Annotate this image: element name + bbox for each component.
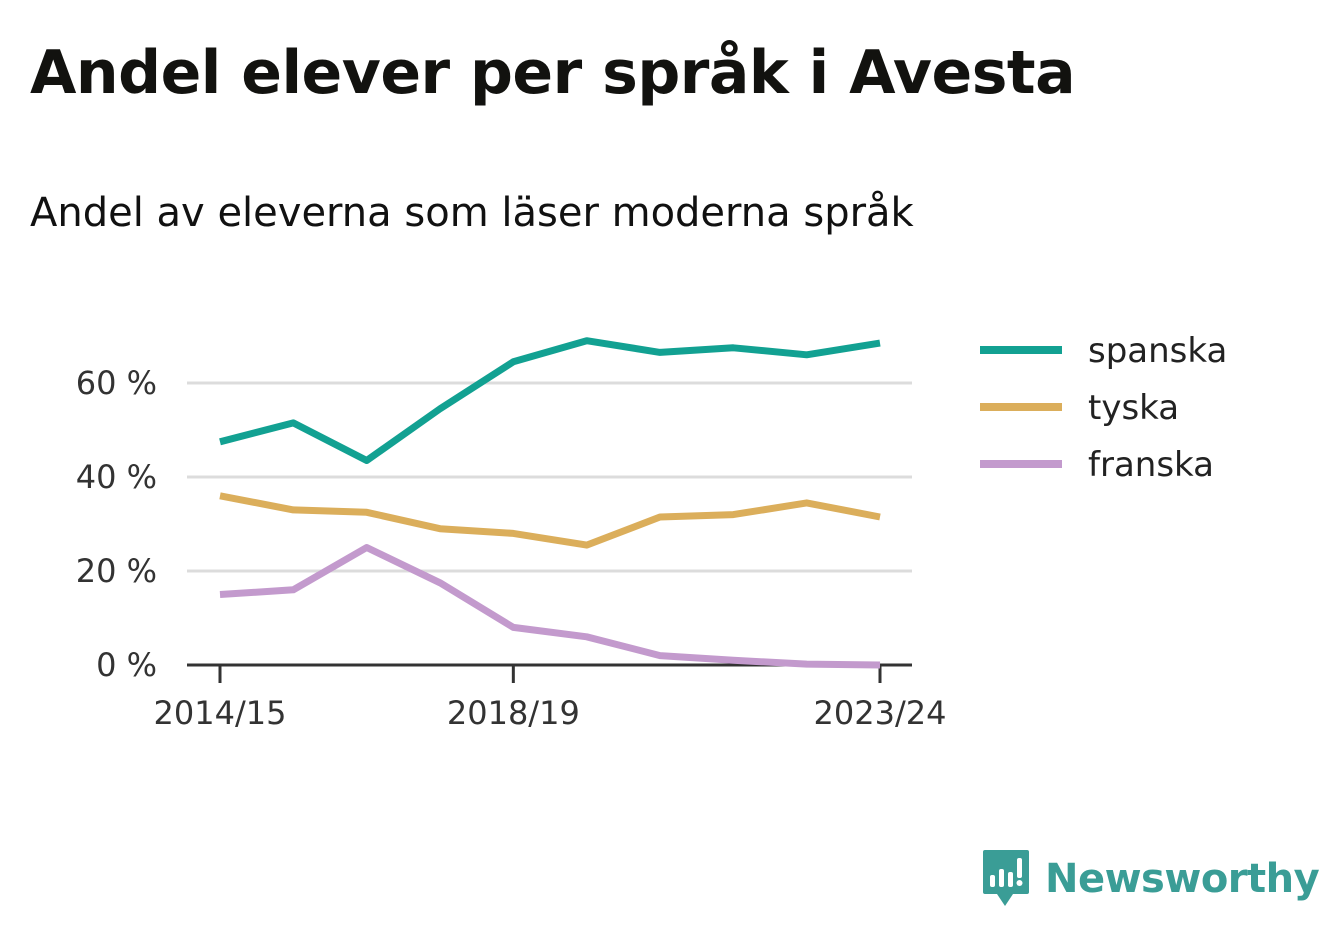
y-tick-label: 60 % xyxy=(76,364,157,402)
series-line-spanska xyxy=(219,337,881,464)
series-lines xyxy=(219,337,881,669)
legend-label-franska: franska xyxy=(1088,445,1214,485)
brand-name: Newsworthy xyxy=(1045,856,1320,902)
series-line-tyska xyxy=(219,492,881,549)
axes: 0 % 20 % 40 % 60 % 2014/15 2018/19 2023/24 xyxy=(76,364,947,732)
y-tick-label: 20 % xyxy=(76,552,157,590)
series-line-franska xyxy=(219,544,881,669)
newsworthy-logo-icon xyxy=(983,850,1029,906)
legend-label-tyska: tyska xyxy=(1088,388,1179,428)
chart-title: Andel elever per språk i Avesta xyxy=(30,38,1076,108)
legend-label-spanska: spanska xyxy=(1088,331,1227,371)
x-tick-label: 2023/24 xyxy=(814,694,947,732)
x-tick-label: 2014/15 xyxy=(154,694,287,732)
chart-subtitle: Andel av eleverna som läser moderna språ… xyxy=(30,190,914,236)
newsworthy-logo: Newsworthy xyxy=(981,848,1320,910)
legend: spanska tyska franska xyxy=(980,331,1227,485)
x-tick-label: 2018/19 xyxy=(447,694,580,732)
line-chart: 0 % 20 % 40 % 60 % 2014/15 2018/19 2023/24 spa… xyxy=(76,331,1228,732)
gridlines xyxy=(187,381,912,573)
y-tick-label: 40 % xyxy=(76,458,157,496)
y-tick-label: 0 % xyxy=(96,646,157,684)
